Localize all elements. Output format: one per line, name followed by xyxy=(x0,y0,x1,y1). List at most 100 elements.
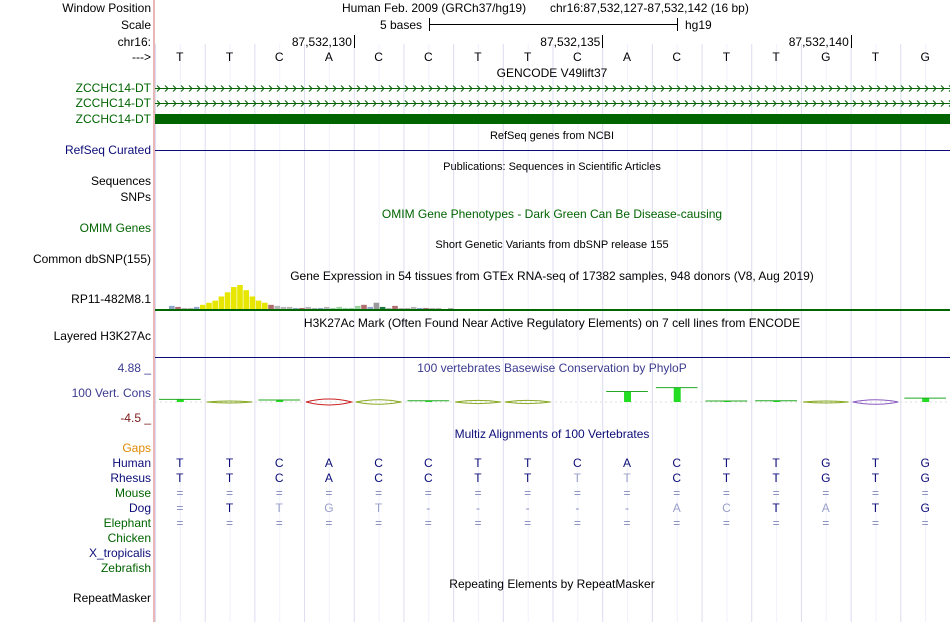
label-species-zebrafish[interactable]: Zebrafish xyxy=(100,561,151,575)
gtex-tissue-bar xyxy=(386,307,392,309)
alignment-base-rhesus: G xyxy=(920,471,930,485)
label-species-elephant[interactable]: Elephant xyxy=(103,516,151,530)
strand-chevron xyxy=(196,100,201,107)
label-h3k27ac[interactable]: Layered H3K27Ac xyxy=(53,329,151,343)
alignment-base-mouse: = xyxy=(474,486,482,500)
strand-chevron xyxy=(292,85,297,92)
strand-chevron xyxy=(212,85,217,92)
strand-chevron xyxy=(836,100,841,107)
label-species-dog[interactable]: Dog xyxy=(128,501,151,515)
strand-chevron xyxy=(668,100,673,107)
alignment-base-dog: T xyxy=(374,501,383,515)
phylop-track-title[interactable]: 100 vertebrates Basewise Conservation by… xyxy=(417,361,687,375)
strand-chevron xyxy=(356,100,361,107)
label-repeatmasker[interactable]: RepeatMasker xyxy=(72,591,151,605)
label-species-chicken[interactable]: Chicken xyxy=(107,531,151,545)
track-canvas[interactable]: Human Feb. 2009 (GRCh37/hg19) chr16:87,5… xyxy=(155,0,950,622)
repeatmasker-track-title[interactable]: Repeating Elements by RepeatMasker xyxy=(449,577,655,591)
strand-chevron xyxy=(380,85,385,92)
gtex-tissue-bar xyxy=(348,307,355,309)
strand-chevron xyxy=(332,85,337,92)
label-gencode-2[interactable]: ZCCHC14-DT xyxy=(75,96,151,110)
gtex-track-title[interactable]: Gene Expression in 54 tissues from GTEx … xyxy=(290,269,814,283)
strand-chevron xyxy=(940,100,945,107)
strand-chevron xyxy=(492,100,497,107)
gtex-tissue-bar xyxy=(392,305,398,309)
strand-chevron xyxy=(820,100,825,107)
strand-chevron xyxy=(724,100,729,107)
strand-chevron xyxy=(492,85,497,92)
strand-chevron xyxy=(604,85,609,92)
strand-chevron xyxy=(276,85,281,92)
label-species-rhesus[interactable]: Rhesus xyxy=(110,471,151,485)
gtex-tissue-bar xyxy=(342,307,349,309)
strand-chevron xyxy=(868,100,873,107)
alignment-base-rhesus: T xyxy=(722,471,731,485)
alignment-base-human: C xyxy=(274,456,284,470)
h3k27ac-baseline[interactable] xyxy=(155,0,950,360)
label-sequences[interactable]: Sequences xyxy=(90,174,151,188)
alignment-base-dog: - xyxy=(525,501,530,515)
strand-chevron xyxy=(228,100,233,107)
phylop-negative-mark xyxy=(355,399,402,405)
label-species-xtropicalis[interactable]: X_tropicalis xyxy=(88,546,151,560)
label-gencode-1[interactable]: ZCCHC14-DT xyxy=(75,81,151,95)
phylop-positive-bar xyxy=(673,387,681,402)
alignment-base-dog: A xyxy=(821,501,830,515)
label-dbsnp[interactable]: Common dbSNP(155) xyxy=(32,252,151,266)
strand-chevron xyxy=(156,100,161,107)
strand-chevron xyxy=(380,100,385,107)
strand-chevron xyxy=(508,85,513,92)
strand-chevron xyxy=(828,85,833,92)
strand-chevron xyxy=(364,85,369,92)
label-strand[interactable]: ---> xyxy=(132,50,151,64)
label-divider[interactable] xyxy=(153,0,155,622)
alignment-base-rhesus: T xyxy=(225,471,234,485)
publications-track-title[interactable]: Publications: Sequences in Scientific Ar… xyxy=(443,161,661,173)
strand-chevron xyxy=(604,100,609,107)
phylop-negative-mark xyxy=(852,399,899,405)
alignment-base-dog: T xyxy=(225,501,234,515)
label-species-mouse[interactable]: Mouse xyxy=(114,486,151,500)
strand-chevron xyxy=(556,85,561,92)
label-species-human[interactable]: Human xyxy=(112,456,151,470)
dbsnp-track-title[interactable]: Short Genetic Variants from dbSNP releas… xyxy=(435,239,669,251)
strand-chevron xyxy=(796,85,801,92)
refseq-track-title[interactable]: RefSeq genes from NCBI xyxy=(489,130,615,142)
strand-chevron xyxy=(460,85,465,92)
strand-chevron xyxy=(332,100,337,107)
gtex-tissue-bar xyxy=(175,306,181,309)
strand-chevron xyxy=(804,100,809,107)
gtex-tissue-bar xyxy=(231,287,237,309)
gtex-tissue-bar xyxy=(330,307,336,309)
label-gaps[interactable]: Gaps xyxy=(122,441,151,455)
strand-chevron xyxy=(900,85,905,92)
gtex-tissue-bar xyxy=(355,305,361,309)
strand-chevron xyxy=(708,100,713,107)
refseq-line[interactable] xyxy=(155,0,950,160)
gencode-transcripts[interactable] xyxy=(155,0,950,130)
alignment-base-elephant: = xyxy=(673,516,681,530)
label-omim[interactable]: OMIM Genes xyxy=(79,221,151,235)
strand-chevron xyxy=(308,100,313,107)
strand-chevron xyxy=(876,100,881,107)
gtex-bar-chart[interactable] xyxy=(155,0,950,320)
multiz-track-title[interactable]: Multiz Alignments of 100 Vertebrates xyxy=(454,427,650,441)
strand-chevron xyxy=(284,85,289,92)
strand-chevron xyxy=(580,100,585,107)
strand-chevron xyxy=(748,85,753,92)
label-refseq[interactable]: RefSeq Curated xyxy=(64,143,151,157)
alignment-base-human: G xyxy=(920,456,930,470)
label-phylop[interactable]: 100 Vert. Cons xyxy=(71,386,151,400)
omim-track-title[interactable]: OMIM Gene Phenotypes - Dark Green Can Be… xyxy=(381,207,723,221)
label-gencode-3[interactable]: ZCCHC14-DT xyxy=(75,112,151,126)
alignment-base-human: T xyxy=(474,456,482,470)
h3k27ac-track-title[interactable]: H3K27Ac Mark (Often Found Near Active Re… xyxy=(303,316,801,330)
gencode-track-title[interactable]: GENCODE V49lift37 xyxy=(496,66,608,80)
strand-chevron xyxy=(764,85,769,92)
strand-chevron xyxy=(220,100,225,107)
strand-chevron xyxy=(668,85,673,92)
phylop-plot[interactable] xyxy=(155,0,950,420)
label-snps[interactable]: SNPs xyxy=(120,190,151,204)
label-gtex[interactable]: RP11-482M8.1 xyxy=(71,292,151,306)
